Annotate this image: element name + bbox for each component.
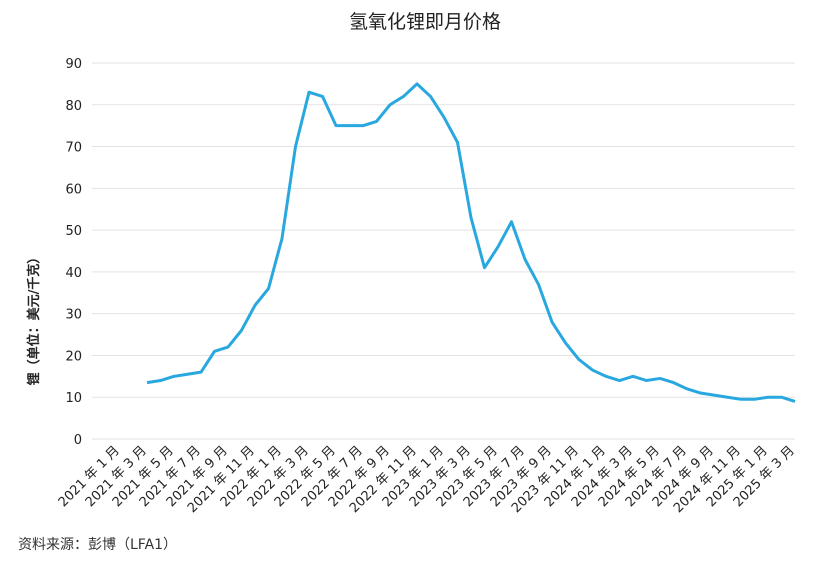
chart-title: 氢氧化锂即月价格: [349, 11, 501, 33]
y-tick-label: 40: [65, 266, 82, 281]
y-tick-label: 50: [65, 224, 82, 239]
y-tick-label: 80: [65, 99, 82, 114]
price-line: [146, 82, 796, 403]
y-axis-label: 锂（单位：美元/千克）: [26, 251, 42, 386]
y-tick-label: 30: [65, 308, 82, 323]
y-tick-label: 20: [65, 349, 82, 364]
y-tick-label: 0: [74, 433, 82, 448]
y-tick-label: 70: [65, 141, 82, 156]
y-tick-label: 60: [65, 182, 82, 197]
source-note: 资料来源：彭博（LFA1）: [18, 536, 177, 553]
y-tick-label: 10: [65, 391, 82, 406]
y-tick-label: 90: [65, 57, 82, 72]
